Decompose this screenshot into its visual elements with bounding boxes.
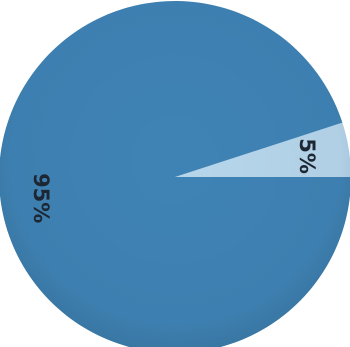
pie-label-5: 5% — [295, 138, 319, 174]
pie-label-95: 95% — [29, 173, 53, 223]
pie-labels: 5% 95% — [29, 138, 319, 223]
